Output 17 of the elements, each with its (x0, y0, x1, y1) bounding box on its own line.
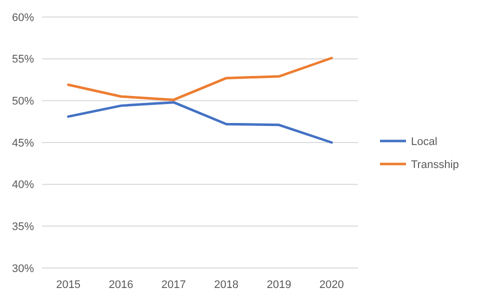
x-tick-label: 2017 (161, 279, 186, 291)
x-tick-label: 2018 (214, 279, 239, 291)
legend-label: Local (411, 136, 438, 148)
line-series (67, 101, 333, 144)
x-tick-label: 2020 (319, 279, 344, 291)
y-tick-label: 30% (12, 262, 34, 275)
line-series (67, 56, 333, 102)
y-tick-label: 45% (12, 137, 34, 150)
x-tick-label: 2016 (108, 279, 134, 291)
y-tick-label: 50% (12, 96, 34, 108)
y-tick-label: 40% (12, 179, 34, 192)
y-tick-label: 60% (12, 12, 34, 24)
x-tick-label: 2015 (56, 279, 81, 291)
y-tick-label: 35% (12, 221, 34, 234)
legend-label: Transship (411, 158, 459, 171)
x-tick-label: 2019 (266, 279, 292, 291)
y-tick-label: 55% (12, 54, 34, 66)
